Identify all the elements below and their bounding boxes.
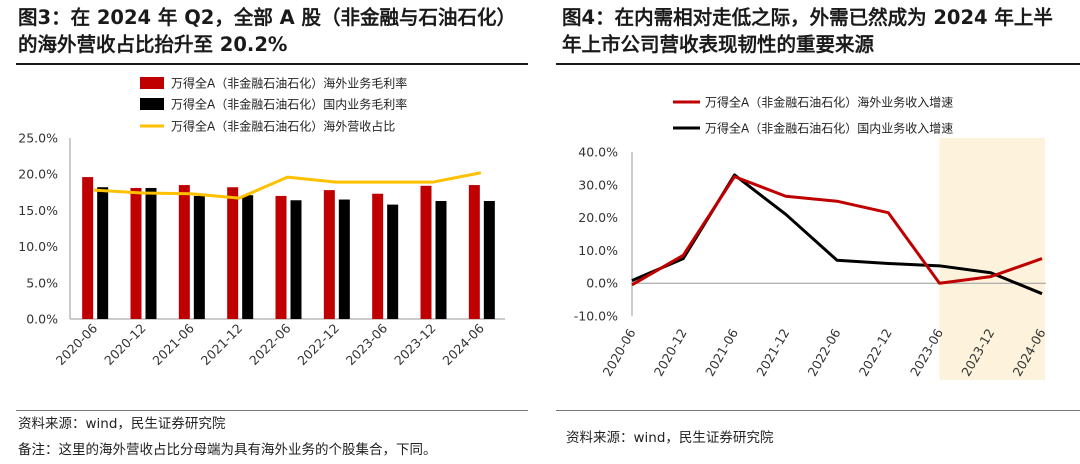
left-source-rule [16,410,528,411]
bar-0-2 [178,185,190,319]
x-tick-label: 2022-06 [246,320,294,368]
x-tick-label: 2022-12 [294,321,342,369]
x-tick-label: 2021-12 [753,326,792,379]
bar-0-0 [82,177,94,319]
left-title-line1: 图3：在 2024 年 Q2，全部 A 股（非金融与石油石化） [18,6,517,29]
legend-swatch-0 [140,77,164,89]
right-title-rule [556,63,1080,65]
left-title: 图3：在 2024 年 Q2，全部 A 股（非金融与石油石化） 的海外营收占比抬… [18,4,528,58]
line-overseas-share [94,171,482,200]
left-note: 备注：这里的海外营收占比分母端为具有海外业务的个股集合，下同。 [18,442,437,458]
y-tick-label: 10.0% [18,239,58,254]
legend-swatch-1 [140,98,164,110]
bar-0-7 [420,185,432,319]
right-chart: 万得全A（非金融石油石化）海外业务收入增速万得全A（非金融石油石化）国内业务收入… [574,95,1049,380]
left-title-line2: 的海外营收占比抬升至 20.2% [18,33,288,56]
right-panel: 图4：在内需相对走低之际，外需已然成为 2024 年上半 年上市公司营收表现韧性… [548,0,1080,464]
x-tick-label: 2021-12 [198,321,246,369]
bar-1-4 [290,200,302,319]
bar-0-3 [227,187,239,319]
x-tick-label: 2023-12 [391,321,439,369]
x-tick-label: 2023-06 [343,320,391,368]
highlight-band [939,138,1045,380]
bar-0-1 [130,187,142,319]
x-tick-label: 2022-06 [804,326,843,379]
y-tick-label: 0.0% [586,276,618,291]
x-tick-label: 2022-12 [856,326,895,379]
y-tick-label: 0.0% [26,312,58,327]
x-tick-label: 2020-12 [101,321,149,369]
bar-1-0 [97,187,109,319]
x-tick-label: 2020-06 [53,320,101,368]
legend-label-1: 万得全A（非金融石油石化）国内业务收入增速 [705,121,953,136]
bar-1-3 [242,195,254,319]
y-tick-label: -10.0% [574,309,618,324]
legend-label-0: 万得全A（非金融石油石化）海外业务收入增速 [705,95,953,110]
bar-1-5 [338,199,350,319]
bar-1-8 [483,200,495,319]
bar-0-6 [372,193,384,319]
bar-1-2 [193,195,205,319]
x-tick-label: 2024-06 [439,320,487,368]
right-source: 资料来源：wind，民生证券研究院 [566,430,774,446]
bar-0-8 [468,185,480,319]
bar-1-1 [145,187,157,319]
bar-1-6 [387,204,399,319]
y-tick-label: 5.0% [26,275,58,290]
y-tick-label: 10.0% [578,243,618,258]
right-title-line2: 年上市公司营收表现韧性的重要来源 [562,33,875,56]
left-panel: 图3：在 2024 年 Q2，全部 A 股（非金融与石油石化） 的海外营收占比抬… [0,0,530,464]
x-tick-label: 2021-06 [149,320,197,368]
left-chart: 万得全A（非金融石油石化）海外业务毛利率万得全A（非金融石油石化）国内业务毛利率… [18,76,505,369]
y-tick-label: 30.0% [578,177,618,192]
y-tick-label: 15.0% [18,203,58,218]
y-tick-label: 25.0% [18,131,58,146]
legend-label-1: 万得全A（非金融石油石化）国内业务毛利率 [171,97,407,112]
x-tick-label: 2020-12 [651,326,690,379]
left-source: 资料来源：wind，民生证券研究院 [18,416,226,432]
right-title: 图4：在内需相对走低之际，外需已然成为 2024 年上半 年上市公司营收表现韧性… [562,4,1080,58]
legend-label-0: 万得全A（非金融石油石化）海外业务毛利率 [171,76,407,91]
y-tick-label: 40.0% [578,145,618,160]
legend-label-2: 万得全A（非金融石油石化）海外营收占比 [171,119,395,134]
right-title-line1: 图4：在内需相对走低之际，外需已然成为 2024 年上半 [562,6,1053,29]
bar-0-4 [275,195,287,319]
bar-0-5 [323,190,335,319]
right-source-rule [556,410,1080,411]
bar-1-7 [435,200,447,319]
series-line-0 [631,175,1043,287]
x-tick-label: 2020-06 [599,326,638,379]
left-title-rule [16,63,528,65]
y-tick-label: 20.0% [18,167,58,182]
y-tick-label: 20.0% [578,210,618,225]
x-tick-label: 2021-06 [702,326,741,379]
